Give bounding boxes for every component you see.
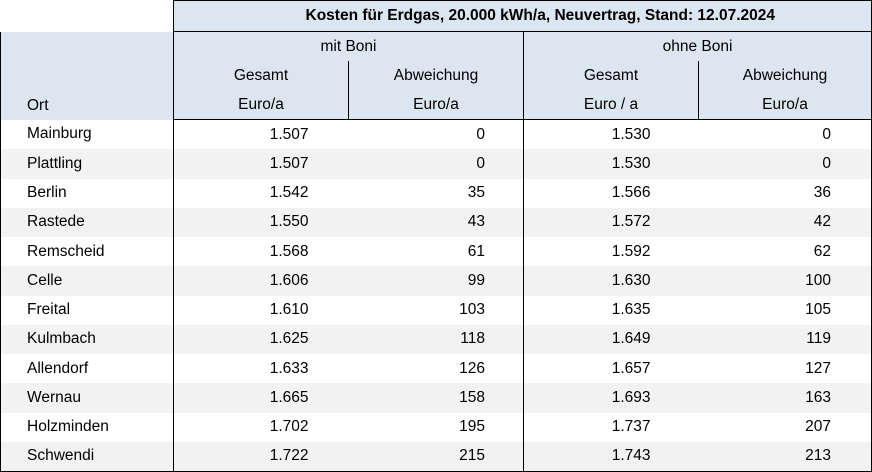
cell-ort: Berlin	[0, 178, 174, 208]
cell-mit-abweichung: 43	[348, 207, 524, 237]
cell-mit-abweichung: 103	[459, 301, 485, 319]
cell-mit-gesamt: 1.625	[173, 324, 349, 354]
cell-mit-abweichung: 215	[348, 441, 524, 472]
cell-ort: Holzminden	[0, 412, 174, 442]
cell-mit-abweichung: 118	[348, 324, 524, 354]
cell-ort: Celle	[0, 266, 174, 296]
cell-ort: Freital	[0, 295, 174, 325]
title-row: Kosten für Erdgas, 20.000 kWh/a, Neuvert…	[0, 0, 872, 32]
cell-ort: Allendorf	[0, 354, 174, 384]
cell-ohne-gesamt: 1.530	[523, 119, 699, 150]
cell-ohne-abweichung: 127	[698, 354, 872, 384]
cell-mit-gesamt: 1.550	[173, 207, 349, 237]
cell-ohne-gesamt: 1.743	[523, 441, 699, 472]
header-mit-gesamt-unit: Euro/a	[173, 90, 349, 120]
cell-ort: Wernau	[0, 383, 174, 413]
header-label-row: Gesamt Abweichung Gesamt Abweichung	[1, 61, 872, 90]
cell-mit-abweichung: 158	[348, 383, 524, 413]
cell-ort: Plattling	[0, 149, 174, 179]
cell-ohne-gesamt: 1.572	[523, 207, 699, 237]
cell-ort: Mainburg	[0, 119, 174, 150]
cell-ort: Schwendi	[0, 441, 174, 472]
cell-ohne-gesamt: 1.693	[523, 383, 699, 413]
cell-ohne-abweichung: 0	[698, 149, 872, 179]
header-mit-gesamt: Gesamt	[173, 61, 349, 90]
cell-ohne-abweichung: 213	[698, 441, 872, 472]
cell-ohne-gesamt: 1.630	[523, 266, 699, 296]
cell-mit-gesamt: 1.610	[173, 295, 349, 325]
cell-ohne-abweichung: 36	[698, 178, 872, 208]
table-row: Plattling 1.507 0 1.530 0	[0, 149, 872, 179]
table-row: Allendorf 1.633 126 1.657 127	[0, 354, 872, 384]
table-row: Berlin 1.542 35 1.566 36	[0, 178, 872, 208]
table-row: Schwendi 1.722 215 1.743 213	[0, 441, 872, 472]
table-row: Holzminden 1.702 195 1.737 207	[0, 412, 872, 442]
cell-mit-abweichung: 195	[459, 418, 485, 436]
table-row: Remscheid 1.568 61 1.592 62	[0, 237, 872, 267]
cell-mit-gesamt: 1.542	[173, 178, 349, 208]
cell-ohne-abweichung: 0	[698, 119, 872, 150]
table-row: Rastede 1.550 43 1.572 42	[0, 207, 872, 237]
cell-ohne-abweichung: 207	[698, 412, 872, 442]
cell-ort: Remscheid	[0, 237, 174, 267]
cell-ohne-gesamt: 1.530	[523, 149, 699, 179]
table-row: Mainburg 1.507 0 1.530 0	[0, 119, 872, 150]
table-title: Kosten für Erdgas, 20.000 kWh/a, Neuvert…	[173, 0, 872, 32]
cell-mit-gesamt: 1.722	[173, 441, 349, 472]
cell-mit-abweichung: 35	[467, 184, 485, 202]
cell-ohne-abweichung: 119	[698, 324, 872, 354]
cell-ohne-gesamt: 1.635	[523, 295, 699, 325]
cell-ohne-abweichung: 62	[698, 237, 872, 267]
cell-ohne-gesamt: 1.737	[523, 412, 699, 442]
cell-ort: Kulmbach	[0, 324, 174, 354]
table-row: Celle 1.606 99 1.630 100	[0, 266, 872, 296]
header-ort-cell: Ort	[0, 31, 174, 120]
cell-mit-gesamt: 1.507	[173, 149, 349, 179]
header-unit-row: Euro/a Euro/a Euro / a Euro/a	[1, 90, 872, 120]
cell-mit-abweichung: 126	[459, 359, 485, 377]
cell-ohne-abweichung: 100	[698, 266, 872, 296]
cell-mit-abweichung: 99	[348, 266, 524, 296]
table-row: Freital 1.610 103 1.635 105	[0, 295, 872, 325]
cell-mit-gesamt: 1.507	[173, 119, 349, 150]
cell-mit-abweichung: 0	[476, 125, 485, 143]
header-group-row: Ort mit Boni ohne Boni	[0, 31, 872, 120]
cell-mit-abweichung: 61	[467, 242, 485, 260]
cell-mit-gesamt: 1.665	[173, 383, 349, 413]
table-row: Kulmbach 1.625 118 1.649 119	[0, 324, 872, 354]
title-blank-cell	[0, 0, 174, 32]
cell-ohne-gesamt: 1.649	[523, 324, 699, 354]
header-ohne-gesamt: Gesamt	[523, 61, 699, 90]
header-ohne-gesamt-unit: Euro / a	[523, 90, 699, 120]
cell-mit-gesamt: 1.702	[173, 412, 349, 442]
cell-ohne-gesamt: 1.592	[523, 237, 699, 267]
header-ohne-abweichung-unit: Euro/a	[698, 90, 872, 120]
cell-mit-gesamt: 1.568	[173, 237, 349, 267]
header-group-mit-boni: mit Boni	[173, 31, 524, 61]
table-row: Wernau 1.665 158 1.693 163	[0, 383, 872, 413]
cell-mit-gesamt: 1.606	[173, 266, 349, 296]
header-mit-abweichung: Abweichung	[348, 61, 524, 90]
cell-ohne-abweichung: 105	[698, 295, 872, 325]
header-group-ohne-boni: ohne Boni	[523, 31, 872, 61]
cell-ort: Rastede	[0, 207, 174, 237]
cell-mit-gesamt: 1.633	[173, 354, 349, 384]
header-ohne-abweichung: Abweichung	[698, 61, 872, 90]
header-ort: Ort	[27, 96, 49, 114]
cell-mit-abweichung: 0	[348, 149, 524, 179]
cell-ohne-abweichung: 42	[698, 207, 872, 237]
header-mit-abweichung-unit: Euro/a	[348, 90, 524, 120]
table-body: Mainburg 1.507 0 1.530 0 Plattling 1.507 0 1.530…	[0, 119, 872, 472]
cell-ohne-gesamt: 1.657	[523, 354, 699, 384]
cell-ohne-gesamt: 1.566	[523, 178, 699, 208]
cell-ohne-abweichung: 163	[698, 383, 872, 413]
